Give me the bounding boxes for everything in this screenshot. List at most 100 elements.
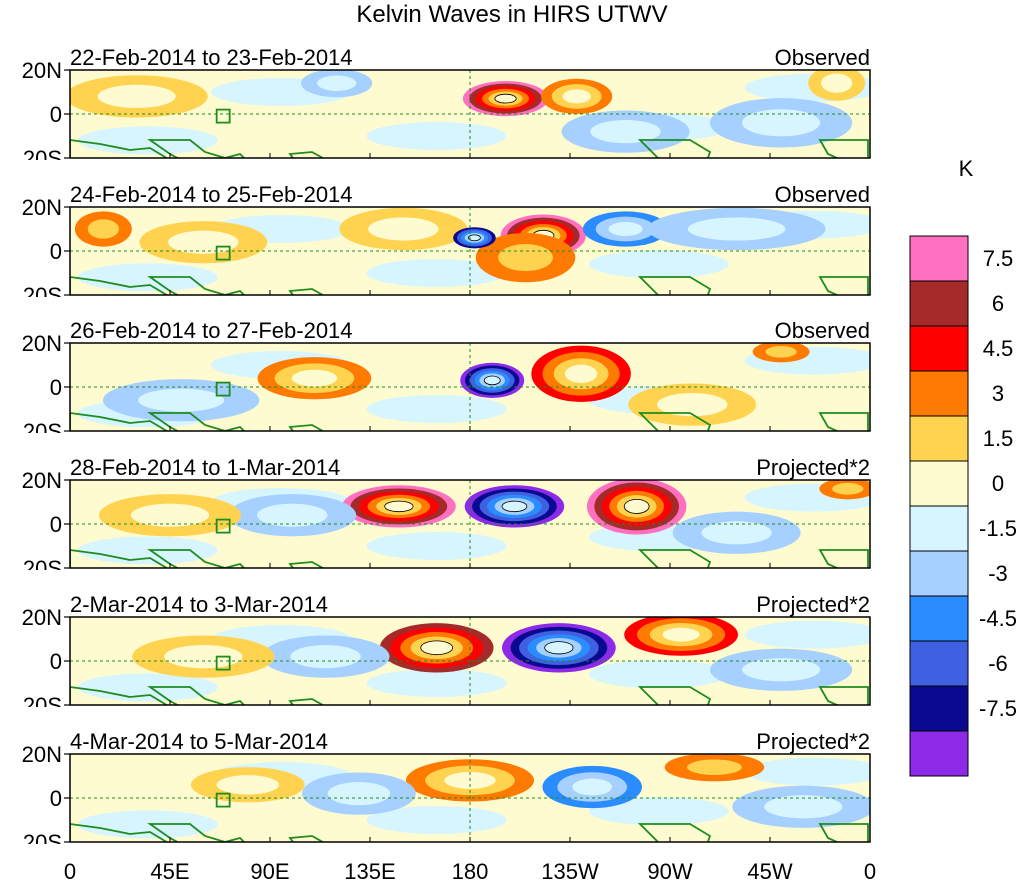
coastline-4 <box>288 698 325 705</box>
panel-date-range: 22-Feb-2014 to 23-Feb-2014 <box>70 45 353 70</box>
colorbar-label: -1.5 <box>979 516 1017 541</box>
coastline-1 <box>70 412 169 431</box>
island-outline <box>215 381 231 397</box>
colorbar-swatch <box>909 280 969 327</box>
island-outline <box>215 108 231 124</box>
colorbar-label: -6 <box>988 651 1008 676</box>
panel-data-kind: Projected*2 <box>756 455 870 480</box>
colorbar-label: 6 <box>992 291 1004 316</box>
coastline-1 <box>70 823 169 842</box>
background-band-3 <box>366 669 507 697</box>
colorbar-label: 0 <box>992 471 1004 496</box>
panel-date-range: 28-Feb-2014 to 1-Mar-2014 <box>70 455 340 480</box>
chart-title: Kelvin Waves in HIRS UTWV <box>356 1 668 28</box>
y-tick-label: 0 <box>50 102 62 127</box>
anomaly-2 <box>502 623 616 673</box>
anomaly-5 <box>710 98 853 148</box>
anomaly-4 <box>301 70 373 98</box>
colorbar: K 7.5 6 4.5 3 1.5 0 -1.5 -3 -4.5 -6 -7.5 <box>909 156 1017 777</box>
anomaly-3 <box>586 480 687 535</box>
panel-date-range: 26-Feb-2014 to 27-Feb-2014 <box>70 318 353 343</box>
anomaly-3 <box>257 357 372 400</box>
coastline-2 <box>147 139 246 158</box>
anomaly-4 <box>261 635 390 678</box>
colorbar-label: 7.5 <box>983 246 1014 271</box>
y-tick-label: 20N <box>22 605 62 630</box>
coastline-1 <box>70 686 169 705</box>
panel-1: 22-Feb-2014 to 23-Feb-2014 Observed 20N 0 20… <box>22 45 871 160</box>
anomaly-2 <box>542 765 642 809</box>
anomaly-6 <box>628 383 757 426</box>
x-tick-label: 45E <box>150 859 189 884</box>
panel-data-kind: Projected*2 <box>756 729 870 754</box>
anomaly-4 <box>752 343 810 363</box>
panel-data-kind: Observed <box>775 318 870 343</box>
panel-3: 26-Feb-2014 to 27-Feb-2014 Observed 20N 0 20… <box>22 318 871 433</box>
anomaly-4 <box>228 494 357 537</box>
anomaly-3 <box>70 75 208 118</box>
y-tick-label: 20S <box>23 146 62 160</box>
y-tick-label: 0 <box>50 375 62 400</box>
island-outline <box>215 792 231 808</box>
anomaly-4 <box>453 227 496 249</box>
anomaly-6 <box>98 494 242 537</box>
background-band-3 <box>366 122 507 150</box>
colorbar-swatch <box>909 640 969 687</box>
anomaly-3 <box>339 207 468 251</box>
anomaly-1 <box>342 485 456 528</box>
panel-data-kind: Observed <box>775 45 870 70</box>
colorbar-swatch <box>909 460 969 507</box>
x-tick-label: 135W <box>541 859 599 884</box>
anomaly-field <box>70 617 870 705</box>
background-band-5 <box>744 757 870 786</box>
anomaly-8 <box>647 207 826 251</box>
colorbar-label: 1.5 <box>983 426 1014 451</box>
x-tick-label: 135E <box>344 859 395 884</box>
panel-data-kind: Observed <box>775 182 870 207</box>
panel-date-range: 4-Mar-2014 to 5-Mar-2014 <box>70 729 328 754</box>
y-tick-label: 20S <box>23 830 62 844</box>
anomaly-5 <box>672 511 801 554</box>
background-band-5 <box>744 620 870 649</box>
colorbar-swatch <box>909 685 969 732</box>
anomaly-3 <box>624 617 738 656</box>
island-outline <box>215 518 231 534</box>
anomaly-5 <box>102 379 260 422</box>
panel-date-range: 24-Feb-2014 to 25-Feb-2014 <box>70 182 353 207</box>
colorbar-swatch <box>909 730 969 777</box>
y-tick-label: 0 <box>50 239 62 264</box>
anomaly-7 <box>819 480 870 500</box>
colorbar-label: -3 <box>988 561 1008 586</box>
coastline-8 <box>818 686 869 705</box>
colorbar-swatch <box>909 550 969 597</box>
coastline-2 <box>147 276 246 295</box>
panel-4: 28-Feb-2014 to 1-Mar-2014 Projected*2 20N 0… <box>22 455 871 570</box>
panel-data-kind: Projected*2 <box>756 592 870 617</box>
coastline-4 <box>288 151 325 158</box>
anomaly-6 <box>132 635 275 678</box>
x-tick-label: 180 <box>452 859 489 884</box>
anomaly-2 <box>531 345 631 402</box>
anomaly-5 <box>710 648 853 691</box>
anomaly-6 <box>139 221 268 264</box>
anomaly-6 <box>561 110 690 153</box>
y-tick-label: 20S <box>23 556 62 570</box>
background-band-3 <box>366 532 507 560</box>
coastline-2 <box>147 823 246 842</box>
coastline-4 <box>288 424 325 431</box>
colorbar-label: -7.5 <box>979 696 1017 721</box>
y-tick-label: 20N <box>22 468 62 493</box>
coastline-4 <box>288 835 325 842</box>
y-tick-label: 20N <box>22 331 62 356</box>
background-band-4 <box>588 797 729 826</box>
coastline-1 <box>70 139 169 158</box>
anomaly-5 <box>190 767 305 803</box>
anomaly-3 <box>664 754 765 782</box>
coastline-8 <box>818 823 869 842</box>
island-outline <box>215 655 231 671</box>
y-tick-label: 20S <box>23 693 62 707</box>
colorbar-swatch <box>909 505 969 552</box>
background-band-1 <box>77 536 218 565</box>
coastline-2 <box>147 412 246 431</box>
coastline-8 <box>818 412 869 431</box>
